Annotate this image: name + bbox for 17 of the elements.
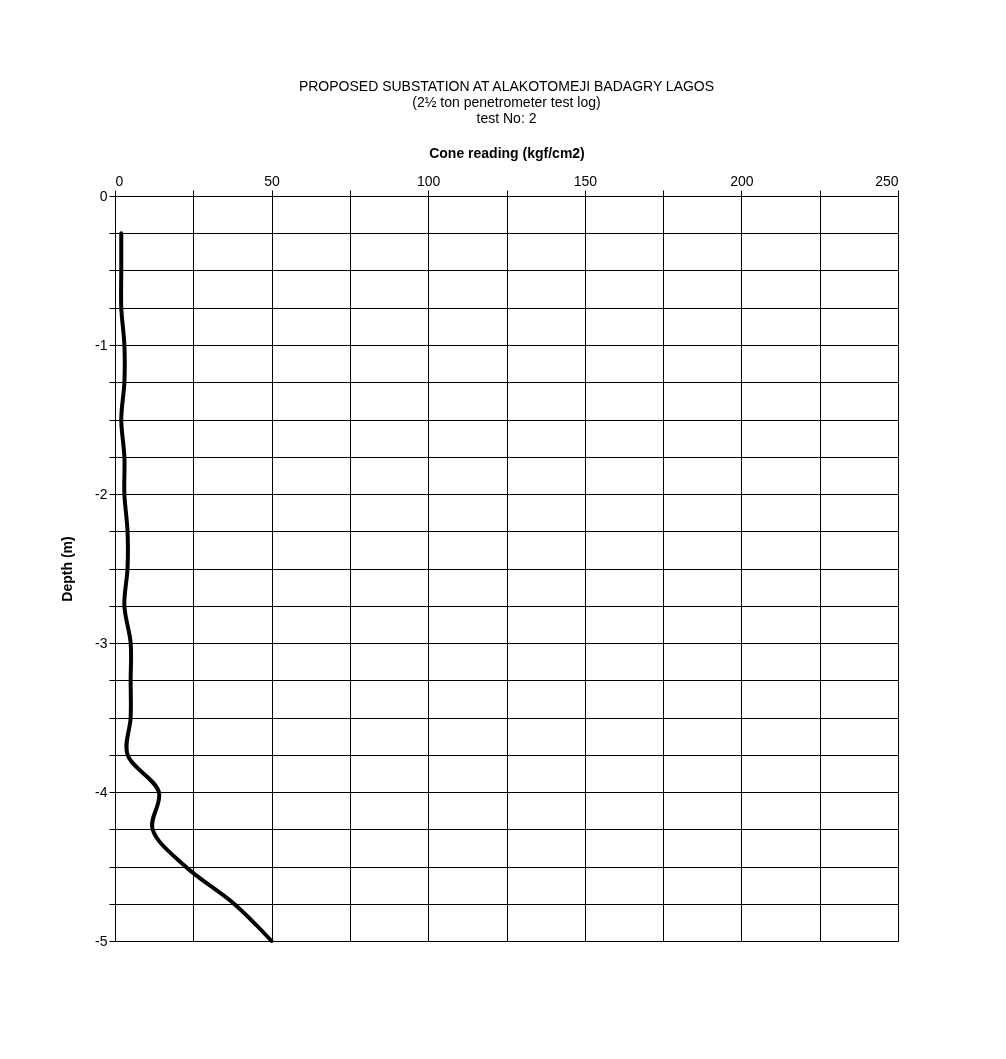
y-tick-label: -4 [95, 783, 108, 800]
y-axis-title: Depth (m) [59, 536, 76, 602]
x-tick-label: 100 [417, 172, 441, 189]
text: (2½ ton penetrometer test log) [412, 94, 601, 110]
text: PROPOSED SUBSTATION AT ALAKOTOMEJI BADAGRY LAGOS [298, 78, 715, 94]
x-tick-label: 50 [264, 172, 281, 189]
x-axis-title: Cone reading (kgf/cm2) [429, 144, 585, 161]
y-tick-label: -2 [95, 485, 108, 502]
x-tick-label: 200 [730, 172, 754, 189]
x-tick-label: 250 [875, 172, 899, 189]
x-tick-label: 150 [573, 172, 598, 189]
y-tick-label: -1 [95, 336, 108, 353]
y-tick-label: -5 [95, 932, 108, 949]
y-tick-label: 0 [99, 187, 108, 204]
y-tick-label: -3 [95, 634, 108, 651]
x-tick-label: 0 [115, 172, 124, 189]
text: test No: 2 [476, 110, 537, 126]
